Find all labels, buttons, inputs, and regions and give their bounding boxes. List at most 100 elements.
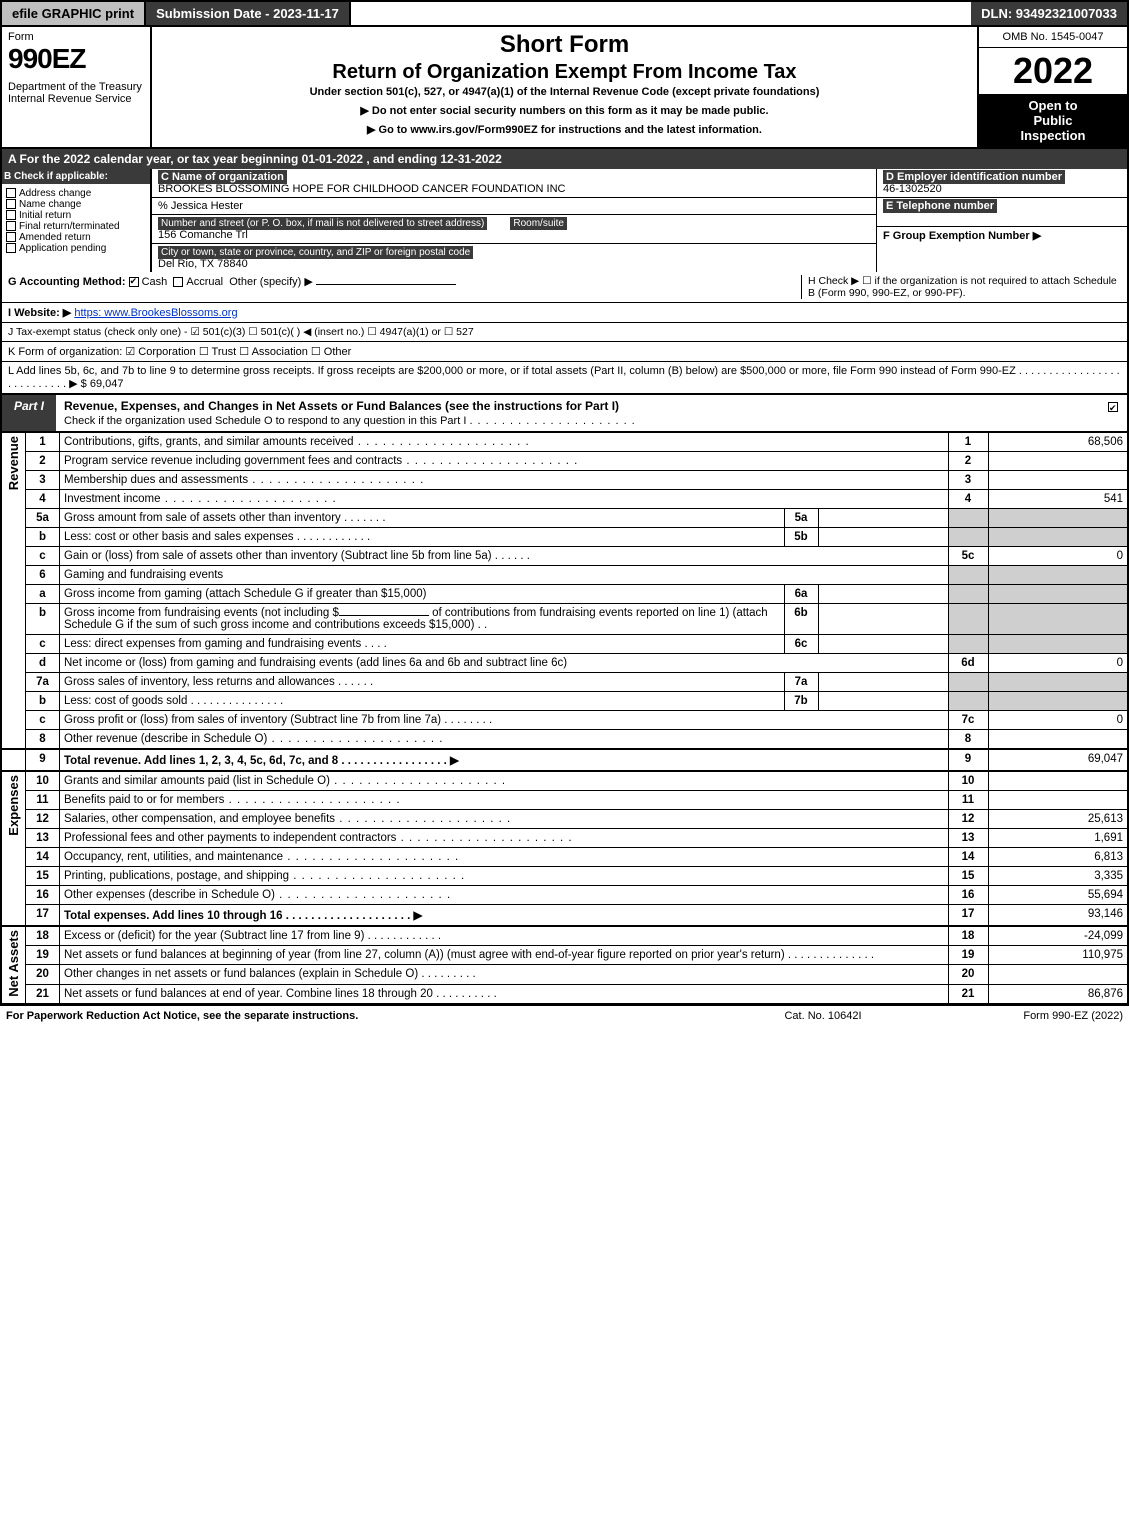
line-4-desc: Investment income [60, 490, 949, 509]
website-link[interactable]: https: www.BrookesBlossoms.org [74, 307, 237, 319]
chk-initial-return[interactable]: Initial return [6, 210, 146, 221]
line-13-box: 13 [948, 829, 988, 848]
line-17-no: 17 [26, 905, 60, 927]
f-group-exemption: F Group Exemption Number ▶ [877, 227, 1127, 244]
line-15-no: 15 [26, 867, 60, 886]
line-21-no: 21 [26, 984, 60, 1004]
line-9-desc: Total revenue. Add lines 1, 2, 3, 4, 5c,… [60, 749, 949, 771]
info-grid: B Check if applicable: Address change Na… [0, 169, 1129, 272]
row-a-tax-year: A For the 2022 calendar year, or tax yea… [0, 149, 1129, 169]
part-1-check-line: Check if the organization used Schedule … [64, 415, 636, 427]
chk-final-return[interactable]: Final return/terminated [6, 221, 146, 232]
line-6c-no: c [26, 635, 60, 654]
footer-right: Form 990-EZ (2022) [923, 1010, 1123, 1022]
e-label: E Telephone number [883, 199, 997, 213]
line-7a-box [948, 673, 988, 692]
chk-address-change[interactable]: Address change [6, 188, 146, 199]
column-def: D Employer identification number 46-1302… [877, 169, 1127, 272]
revenue-label-end [1, 749, 26, 771]
line-3-no: 3 [26, 471, 60, 490]
chk-accrual[interactable] [173, 277, 183, 287]
part-1-header: Part I Revenue, Expenses, and Changes in… [0, 394, 1129, 433]
line-15-amt: 3,335 [988, 867, 1128, 886]
row-i-website: I Website: ▶ https: www.BrookesBlossoms.… [2, 303, 1127, 323]
line-19-no: 19 [26, 946, 60, 965]
line-5c-box: 5c [948, 547, 988, 566]
header-right: OMB No. 1545-0047 2022 Open to Public In… [977, 27, 1127, 147]
line-7a-sub: 7a [784, 673, 818, 692]
line-3-box: 3 [948, 471, 988, 490]
line-5a-subval [818, 509, 948, 528]
line-14-amt: 6,813 [988, 848, 1128, 867]
d-label: D Employer identification number [883, 170, 1065, 184]
chk-name-change[interactable]: Name change [6, 199, 146, 210]
column-c-org-info: C Name of organization BROOKES BLOSSOMIN… [152, 169, 877, 272]
line-13-no: 13 [26, 829, 60, 848]
line-20-box: 20 [948, 965, 988, 984]
c-name-row: C Name of organization BROOKES BLOSSOMIN… [152, 169, 876, 198]
line-6b-sub: 6b [784, 604, 818, 635]
line-6d-amt: 0 [988, 654, 1128, 673]
line-6b-no: b [26, 604, 60, 635]
line-11-no: 11 [26, 791, 60, 810]
street-value: 156 Comanche Trl [158, 229, 248, 241]
ein-value: 46-1302520 [883, 183, 942, 195]
line-7b-subval [818, 692, 948, 711]
line-7b-desc: Less: cost of goods sold . . . . . . . .… [60, 692, 785, 711]
line-5b-subval [818, 528, 948, 547]
gross-receipts-value: 69,047 [90, 378, 124, 390]
line-6a-desc: Gross income from gaming (attach Schedul… [60, 585, 785, 604]
line-16-box: 16 [948, 886, 988, 905]
line-6b-subval [818, 604, 948, 635]
d-ein: D Employer identification number 46-1302… [877, 169, 1127, 198]
line-7a-subval [818, 673, 948, 692]
line-2-amt [988, 452, 1128, 471]
line-10-amt [988, 771, 1128, 791]
line-6c-desc: Less: direct expenses from gaming and fu… [60, 635, 785, 654]
line-21-desc: Net assets or fund balances at end of ye… [60, 984, 949, 1004]
line-4-amt: 541 [988, 490, 1128, 509]
line-17-amt: 93,146 [988, 905, 1128, 927]
line-15-desc: Printing, publications, postage, and shi… [60, 867, 949, 886]
header-middle: Short Form Return of Organization Exempt… [152, 27, 977, 147]
part-1-title: Revenue, Expenses, and Changes in Net As… [64, 395, 1102, 431]
line-5b-no: b [26, 528, 60, 547]
efile-print-button[interactable]: efile GRAPHIC print [2, 2, 146, 25]
line-16-amt: 55,694 [988, 886, 1128, 905]
line-11-amt [988, 791, 1128, 810]
line-9-no: 9 [26, 749, 60, 771]
row-l-gross-receipts: L Add lines 5b, 6c, and 7b to line 9 to … [2, 362, 1127, 394]
line-6c-sub: 6c [784, 635, 818, 654]
line-6a-subval [818, 585, 948, 604]
line-5b-desc: Less: cost or other basis and sales expe… [60, 528, 785, 547]
c-careof-row: % Jessica Hester [152, 198, 876, 215]
part-1-schedule-o-check[interactable] [1102, 395, 1127, 431]
chk-application-pending[interactable]: Application pending [6, 243, 146, 254]
line-18-no: 18 [26, 926, 60, 946]
dln-label: DLN: 93492321007033 [971, 2, 1127, 25]
column-b-checkboxes: B Check if applicable: Address change Na… [2, 169, 152, 272]
line-9-box: 9 [948, 749, 988, 771]
line-16-desc: Other expenses (describe in Schedule O) [60, 886, 949, 905]
line-7b-no: b [26, 692, 60, 711]
line-7a-amt [988, 673, 1128, 692]
line-6a-amt [988, 585, 1128, 604]
line-7a-desc: Gross sales of inventory, less returns a… [60, 673, 785, 692]
submission-date-button[interactable]: Submission Date - 2023-11-17 [146, 2, 351, 25]
line-5a-desc: Gross amount from sale of assets other t… [60, 509, 785, 528]
line-14-desc: Occupancy, rent, utilities, and maintena… [60, 848, 949, 867]
chk-amended-return[interactable]: Amended return [6, 232, 146, 243]
room-label: Room/suite [510, 217, 567, 230]
chk-cash[interactable] [129, 277, 139, 287]
line-18-box: 18 [948, 926, 988, 946]
line-20-amt [988, 965, 1128, 984]
expenses-label: Expenses [1, 771, 26, 926]
line-7c-desc: Gross profit or (loss) from sales of inv… [60, 711, 949, 730]
line-2-no: 2 [26, 452, 60, 471]
line-5b-amt [988, 528, 1128, 547]
revenue-label: Revenue [1, 433, 26, 749]
footer-left: For Paperwork Reduction Act Notice, see … [6, 1010, 723, 1022]
line-18-amt: -24,099 [988, 926, 1128, 946]
line-2-desc: Program service revenue including govern… [60, 452, 949, 471]
line-5b-box [948, 528, 988, 547]
